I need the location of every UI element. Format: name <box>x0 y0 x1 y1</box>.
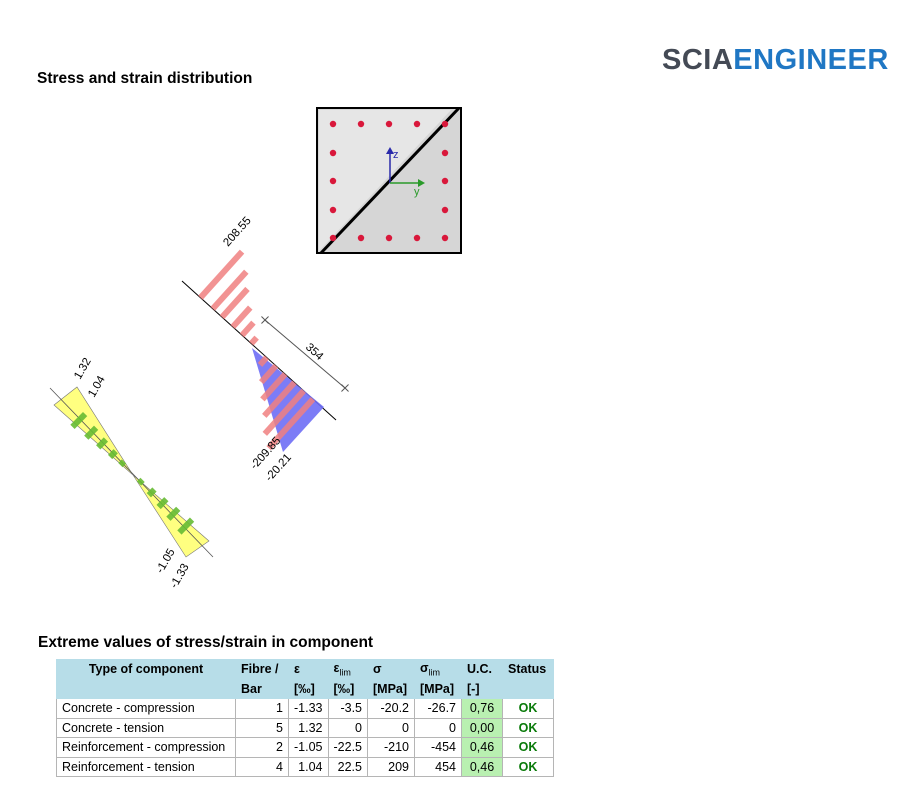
rebar-stress-bar <box>262 380 297 418</box>
depth-label: 354 <box>303 341 326 363</box>
scia-engineer-logo: SCIAENGINEER <box>662 44 889 77</box>
rebar-dot <box>441 120 449 128</box>
table-row: Reinforcement - compression 2 -1.05 -22.… <box>56 737 554 758</box>
col-sigma-header: σ <box>367 659 415 680</box>
stress-strain-diagram: z y 208.55 -209.85 -20.21 354 1.32 1.04 … <box>49 106 462 591</box>
rebar-group <box>329 120 449 242</box>
rebar-stress-bar <box>257 355 269 367</box>
stress-strain-heading: Stress and strain distribution <box>37 70 253 87</box>
rebar-stress-bar <box>210 269 249 311</box>
rebar-dot <box>329 234 337 242</box>
strain-bottom-inner-label: -1.05 <box>154 547 178 576</box>
rebar-stress-bar <box>230 305 253 329</box>
rebar-stress-bar <box>239 320 256 338</box>
col-sigmalim-header: σlim <box>414 659 462 680</box>
cross-section: z y <box>316 106 462 255</box>
col-fibre-header: Fibre / <box>235 659 289 680</box>
strain-top-inner-label: 1.04 <box>86 374 108 400</box>
rebar-strain-bar <box>70 411 88 429</box>
strain-top-outer-label: 1.32 <box>72 356 94 381</box>
col-sigmalim-unit: [MPa] <box>414 678 462 699</box>
rebar-strain-bar <box>118 459 127 468</box>
rebar-dot <box>441 206 449 214</box>
rebar-stress-bar <box>219 286 250 320</box>
col-epslim-header: εlim <box>327 659 368 680</box>
rebar-dot <box>329 149 337 157</box>
stress-top-label: 208.55 <box>221 215 253 249</box>
col-uc-header: U.C. <box>461 659 503 680</box>
rebar-stress-bars <box>198 249 316 451</box>
rebar-dot <box>385 120 393 128</box>
axis-z-label: z <box>393 149 399 161</box>
rebar-stress-bar <box>258 363 279 385</box>
col-eps-unit: [‰] <box>288 678 329 699</box>
rebar-strain-bar <box>156 497 169 510</box>
rebar-dot <box>329 177 337 185</box>
rebar-stress-bar <box>198 249 245 300</box>
col-type-header: Type of component <box>56 659 236 680</box>
extreme-values-heading: Extreme values of stress/strain in compo… <box>38 634 374 651</box>
section-light-zone <box>319 110 451 251</box>
rebar-strain-bar <box>107 449 118 460</box>
table-row: Concrete - tension 5 1.32 0 0 0 0,00 OK <box>56 717 554 738</box>
extreme-values-table: Type of component Fibre / ε εlim σ σlim … <box>56 659 554 777</box>
rebar-stress-bar <box>262 388 306 436</box>
rebar-stress-bar <box>249 335 259 346</box>
col-fibre-header-2: Bar <box>235 678 289 699</box>
rebar-strain-bar <box>166 506 181 521</box>
table-header-row-1: Type of component Fibre / ε εlim σ σlim … <box>56 659 554 680</box>
rebar-dot <box>441 149 449 157</box>
rebar-dot <box>413 234 421 242</box>
col-status-header: Status <box>502 659 554 680</box>
table-row: Reinforcement - tension 4 1.04 22.5 209 … <box>56 756 554 777</box>
rebar-dot <box>413 120 421 128</box>
axis-y-label: y <box>414 186 420 198</box>
col-uc-unit: [-] <box>461 678 503 699</box>
rebar-stress-bar <box>260 372 288 402</box>
strain-diagram: 1.32 1.04 -1.05 -1.33 <box>49 356 214 591</box>
rebar-strain-bar <box>136 477 145 486</box>
rebar-dot <box>329 206 337 214</box>
strain-bottom-outer-label: -1.33 <box>168 562 192 591</box>
rebar-dot <box>329 120 337 128</box>
logo-part-engineer: ENGINEER <box>733 44 889 76</box>
rebar-dot <box>357 234 365 242</box>
rebar-dot <box>441 177 449 185</box>
table-header-row-2: Bar [‰] [‰] [MPa] [MPa] [-] <box>56 678 554 699</box>
table-row: Concrete - compression 1 -1.33 -3.5 -20.… <box>56 698 554 719</box>
rebar-dot <box>385 234 393 242</box>
col-sigma-unit: [MPa] <box>367 678 415 699</box>
rebar-dot <box>441 234 449 242</box>
rebar-strain-bar <box>146 487 157 498</box>
rebar-strain-bar <box>84 425 99 440</box>
col-epslim-unit: [‰] <box>327 678 368 699</box>
logo-part-scia: SCIA <box>662 44 734 76</box>
rebar-stress-bar <box>266 397 316 451</box>
rebar-dot <box>357 120 365 128</box>
rebar-strain-bar <box>177 517 195 535</box>
rebar-strain-bar <box>96 437 109 450</box>
rebar-strain-bars <box>70 411 195 535</box>
col-eps-header: ε <box>288 659 329 680</box>
